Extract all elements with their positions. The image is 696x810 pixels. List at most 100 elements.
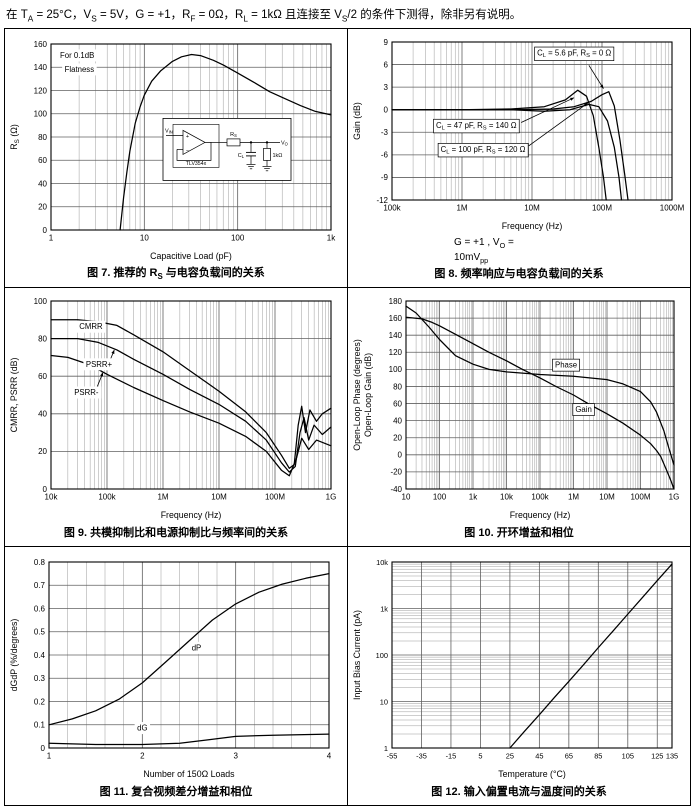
svg-text:1k: 1k xyxy=(327,234,336,243)
svg-text:60: 60 xyxy=(38,372,47,381)
svg-text:CL = 47 pF, RS = 140 Ω: CL = 47 pF, RS = 140 Ω xyxy=(436,121,517,132)
svg-text:10: 10 xyxy=(140,234,149,243)
svg-text:CL = 100 pF, RS = 120 Ω: CL = 100 pF, RS = 120 Ω xyxy=(441,145,526,156)
svg-text:9: 9 xyxy=(384,38,389,47)
svg-text:100M: 100M xyxy=(630,493,650,502)
svg-text:1G: 1G xyxy=(669,493,680,502)
svg-text:Frequency (Hz): Frequency (Hz) xyxy=(510,510,571,520)
svg-text:40: 40 xyxy=(38,410,47,419)
figure-panel-7: 1 10 100 1k 0 20 40 60 80 100 120 140 160 Capacitive … xyxy=(5,29,348,289)
svg-text:100: 100 xyxy=(389,365,403,374)
svg-text:100: 100 xyxy=(34,110,48,119)
svg-text:1: 1 xyxy=(47,752,52,761)
svg-text:CMRR, PSRR (dB): CMRR, PSRR (dB) xyxy=(9,358,19,433)
svg-text:1M: 1M xyxy=(568,493,579,502)
svg-text:80: 80 xyxy=(38,335,47,344)
svg-text:RS (Ω): RS (Ω) xyxy=(9,124,21,150)
svg-text:Flatness: Flatness xyxy=(65,65,95,74)
figure-8-conditions: G = +1 , VO = 10mVpp xyxy=(454,237,514,266)
test-conditions-header: 在 TA = 25°C，VS = 5V，G = +1，RF = 0Ω，RL = … xyxy=(6,9,522,24)
svg-text:100: 100 xyxy=(231,234,245,243)
figure-panel-12: -55 -35 -15 5 25 45 65 85 105 125 135 1 10 100 1k 10k Te… xyxy=(348,547,691,807)
svg-text:10: 10 xyxy=(402,493,411,502)
svg-text:10M: 10M xyxy=(599,493,615,502)
svg-text:CMRR: CMRR xyxy=(79,322,103,331)
svg-text:120: 120 xyxy=(389,348,403,357)
svg-text:10M: 10M xyxy=(211,493,227,502)
svg-text:6: 6 xyxy=(384,61,389,70)
svg-text:-20: -20 xyxy=(390,468,402,477)
svg-text:Open-Loop Phase (degrees): Open-Loop Phase (degrees) xyxy=(352,339,362,451)
svg-text:0: 0 xyxy=(384,106,389,115)
figure-panel-9: 10k 100k 1M 10M 100M 1G 0 20 40 60 80 100 Frequency … xyxy=(5,288,348,548)
svg-text:10: 10 xyxy=(380,698,388,707)
svg-text:CL: CL xyxy=(238,153,245,159)
svg-text:1: 1 xyxy=(49,234,54,243)
svg-text:1k: 1k xyxy=(380,605,388,614)
svg-text:5: 5 xyxy=(478,752,482,761)
svg-text:-15: -15 xyxy=(446,752,457,761)
figure-panel-11: 1 2 3 4 0 0.1 0.2 0.3 0.4 0.5 0.6 0.7 0.8 Number of 1… xyxy=(5,547,348,807)
figure-7-caption: 图 7. 推荐的 RS 与电容负载间的关系 xyxy=(87,266,265,281)
figure-8-caption: 图 8. 频率响应与电容负载间的关系 xyxy=(434,268,604,281)
svg-text:0: 0 xyxy=(43,485,48,494)
figure-grid: 1 10 100 1k 0 20 40 60 80 100 120 140 160 Capacitive … xyxy=(4,28,691,807)
svg-text:3: 3 xyxy=(384,83,389,92)
svg-text:100k: 100k xyxy=(531,493,549,502)
svg-text:160: 160 xyxy=(389,314,403,323)
svg-text:1M: 1M xyxy=(157,493,168,502)
figure-11-caption: 图 11. 复合视频差分增益和相位 xyxy=(99,786,253,799)
svg-text:0.3: 0.3 xyxy=(34,674,46,683)
svg-text:140: 140 xyxy=(34,63,48,72)
svg-text:65: 65 xyxy=(565,752,573,761)
svg-text:−: − xyxy=(186,149,189,155)
svg-text:dP: dP xyxy=(192,644,202,653)
svg-text:TLV354x: TLV354x xyxy=(186,161,207,167)
svg-text:100: 100 xyxy=(433,493,447,502)
svg-text:100k: 100k xyxy=(98,493,116,502)
svg-text:120: 120 xyxy=(34,87,48,96)
svg-text:25: 25 xyxy=(506,752,514,761)
figure-panel-8: 100k 1M 10M 100M 1000M -12 -9 -6 -3 0 3 6 9 Frequency… xyxy=(348,29,691,289)
svg-text:20: 20 xyxy=(393,434,402,443)
svg-text:80: 80 xyxy=(393,383,402,392)
svg-text:-12: -12 xyxy=(376,196,388,205)
svg-text:-9: -9 xyxy=(381,174,389,183)
figure-12-chart: -55 -35 -15 5 25 45 65 85 105 125 135 1 10 100 1k 10k Te… xyxy=(352,558,678,779)
svg-text:dG: dG xyxy=(137,724,147,733)
svg-text:2: 2 xyxy=(140,752,145,761)
svg-text:-3: -3 xyxy=(381,128,389,137)
svg-text:0.1: 0.1 xyxy=(34,721,46,730)
svg-text:160: 160 xyxy=(34,40,48,49)
figure-11-chart: 1 2 3 4 0 0.1 0.2 0.3 0.4 0.5 0.6 0.7 0.8 Number of 1… xyxy=(9,558,332,779)
svg-text:1G: 1G xyxy=(326,493,337,502)
svg-text:0.6: 0.6 xyxy=(34,605,46,614)
svg-text:20: 20 xyxy=(38,447,47,456)
svg-text:Phase: Phase xyxy=(555,361,577,370)
svg-text:Gain (dB): Gain (dB) xyxy=(352,102,362,140)
svg-text:60: 60 xyxy=(393,400,402,409)
svg-text:CL = 5.6 pF, RS = 0 Ω: CL = 5.6 pF, RS = 0 Ω xyxy=(537,49,611,60)
svg-text:Frequency (Hz): Frequency (Hz) xyxy=(161,510,222,520)
figure-8-chart: 100k 1M 10M 100M 1000M -12 -9 -6 -3 0 3 6 9 Frequency… xyxy=(352,38,685,231)
svg-text:1kΩ: 1kΩ xyxy=(273,153,283,159)
svg-text:60: 60 xyxy=(38,156,47,165)
svg-text:100k: 100k xyxy=(383,204,401,213)
svg-text:For 0.1dB: For 0.1dB xyxy=(60,51,94,60)
svg-text:100: 100 xyxy=(376,651,388,660)
svg-text:-6: -6 xyxy=(381,151,389,160)
svg-text:PSRR-: PSRR- xyxy=(74,388,99,397)
svg-text:0.8: 0.8 xyxy=(34,558,46,567)
svg-text:180: 180 xyxy=(389,297,403,306)
svg-text:Frequency (Hz): Frequency (Hz) xyxy=(502,221,563,231)
svg-text:0.4: 0.4 xyxy=(34,651,46,660)
svg-text:4: 4 xyxy=(327,752,332,761)
svg-text:-55: -55 xyxy=(387,752,398,761)
svg-text:PSRR+: PSRR+ xyxy=(86,360,113,369)
svg-text:125: 125 xyxy=(651,752,663,761)
figure-7-chart: 1 10 100 1k 0 20 40 60 80 100 120 140 160 Capacitive … xyxy=(9,40,336,261)
svg-text:0: 0 xyxy=(43,226,48,235)
svg-text:10k: 10k xyxy=(500,493,514,502)
svg-text:RS: RS xyxy=(230,132,237,138)
